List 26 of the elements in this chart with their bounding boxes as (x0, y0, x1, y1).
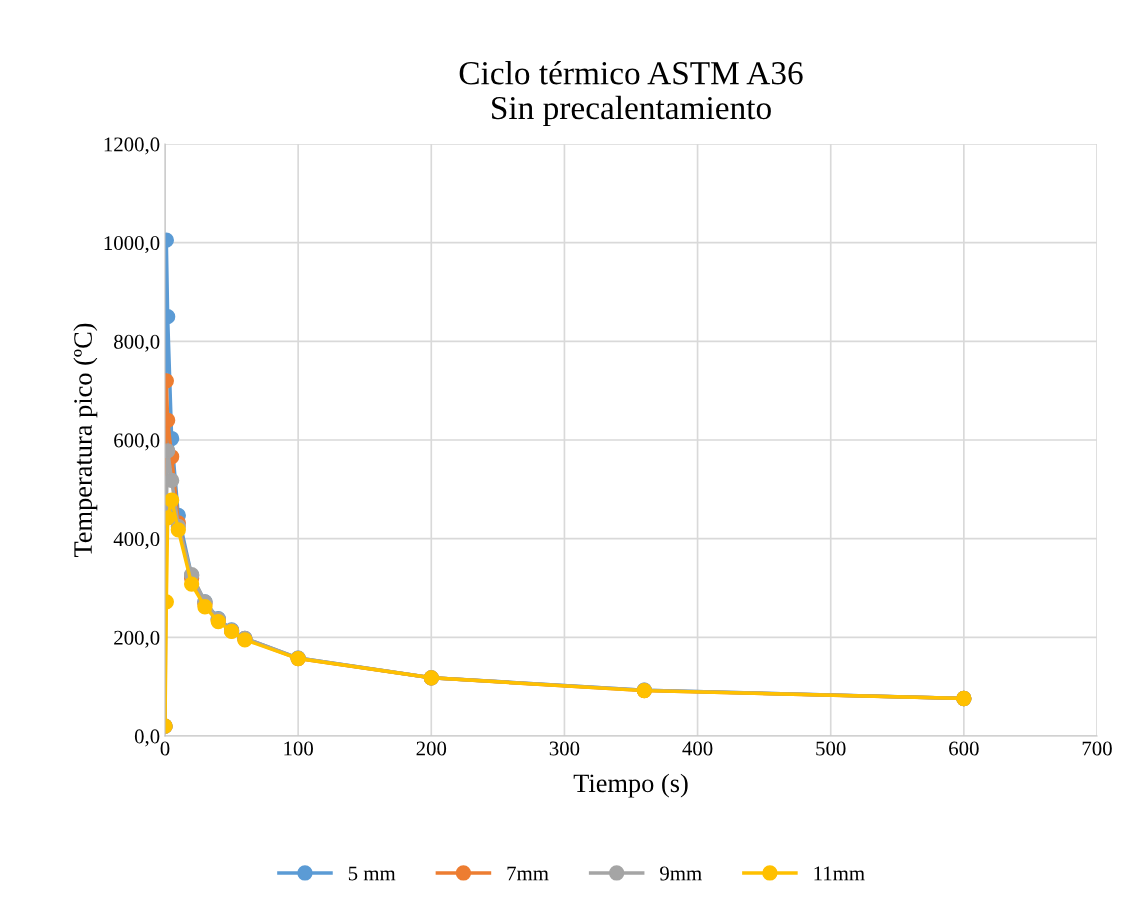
x-tick-label: 700 (1082, 741, 1112, 756)
y-axis-title: Temperatura pico (ºC) (73, 323, 98, 557)
legend-label: 5 mm (348, 866, 396, 881)
y-tick-label: 1200,0 (104, 137, 160, 155)
y-tick-label: 600,0 (114, 433, 160, 451)
legend-label: 11mm (814, 866, 865, 881)
y-tick-label: 400,0 (113, 532, 160, 550)
point (170, 522, 186, 538)
y-tick-label: 800,0 (114, 334, 160, 352)
x-tick-label: 600 (949, 741, 979, 756)
x-tick-label: 200 (416, 741, 447, 756)
y-tick-label: 0,0 (134, 729, 160, 747)
x-tick-label: 500 (816, 741, 846, 756)
point (165, 472, 180, 489)
point (165, 492, 180, 508)
x-tick-label: 400 (682, 741, 713, 756)
x-tick-label: 0 (160, 741, 170, 756)
x-tick-label: 300 (549, 741, 580, 756)
point (183, 576, 200, 592)
x-axis-title: Tiempo (s) (573, 773, 688, 798)
x-tick-label: 100 (284, 741, 313, 756)
y-tick-label: 1000,0 (104, 236, 160, 254)
legend-label: 9mm (660, 866, 702, 881)
y-tick-label: 200,0 (114, 630, 160, 648)
legend-label: 7mm (507, 866, 549, 881)
chart-title: Ciclo térmico ASTM A36 Sin precalentamiento (459, 60, 803, 127)
